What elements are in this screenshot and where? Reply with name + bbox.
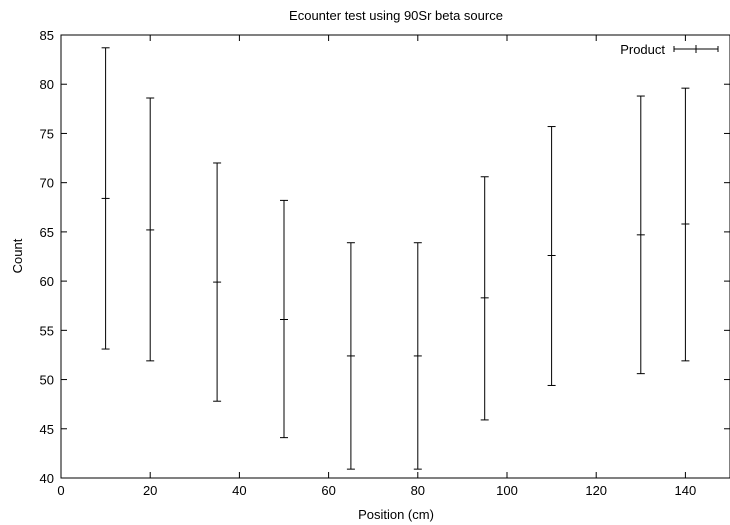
error-bar-point — [346, 242, 355, 470]
error-bar-point — [146, 97, 155, 362]
data-series — [101, 47, 690, 470]
plot-frame — [60, 34, 730, 479]
x-axis: 0 20 40 60 80 100 120 140 — [57, 35, 696, 498]
x-tick-label: 140 — [675, 483, 697, 498]
chart-title: Ecounter test using 90Sr beta source — [289, 8, 503, 23]
y-tick-label: 85 — [40, 28, 54, 43]
x-tick-label: 120 — [585, 483, 607, 498]
x-tick-label: 60 — [321, 483, 335, 498]
x-tick-label: 20 — [143, 483, 157, 498]
y-tick-label: 60 — [40, 274, 54, 289]
error-bar-point — [480, 176, 489, 421]
error-bar-point — [681, 87, 690, 362]
error-bar-point — [413, 242, 422, 470]
error-bar-point — [547, 126, 556, 386]
y-tick-label: 80 — [40, 77, 54, 92]
y-tick-label: 75 — [40, 126, 54, 141]
x-tick-label: 80 — [411, 483, 425, 498]
legend-label: Product — [620, 42, 665, 57]
error-bar-point — [636, 95, 645, 375]
y-tick-label: 70 — [40, 176, 54, 191]
y-tick-label: 65 — [40, 225, 54, 240]
y-tick-label: 55 — [40, 323, 54, 338]
x-tick-label: 0 — [57, 483, 64, 498]
error-bar-point — [101, 47, 110, 350]
legend-sample — [673, 45, 719, 53]
legend: Product — [620, 42, 719, 57]
x-axis-title: Position (cm) — [358, 507, 434, 522]
y-axis: 40 45 50 55 60 65 70 75 80 85 — [40, 28, 730, 486]
y-tick-label: 40 — [40, 471, 54, 486]
y-tick-label: 50 — [40, 373, 54, 388]
error-bar-point — [280, 199, 288, 439]
y-axis-title: Count — [10, 238, 25, 273]
error-bar-point — [213, 162, 222, 402]
y-tick-label: 45 — [40, 422, 54, 437]
x-tick-label: 40 — [232, 483, 246, 498]
x-tick-label: 100 — [496, 483, 518, 498]
